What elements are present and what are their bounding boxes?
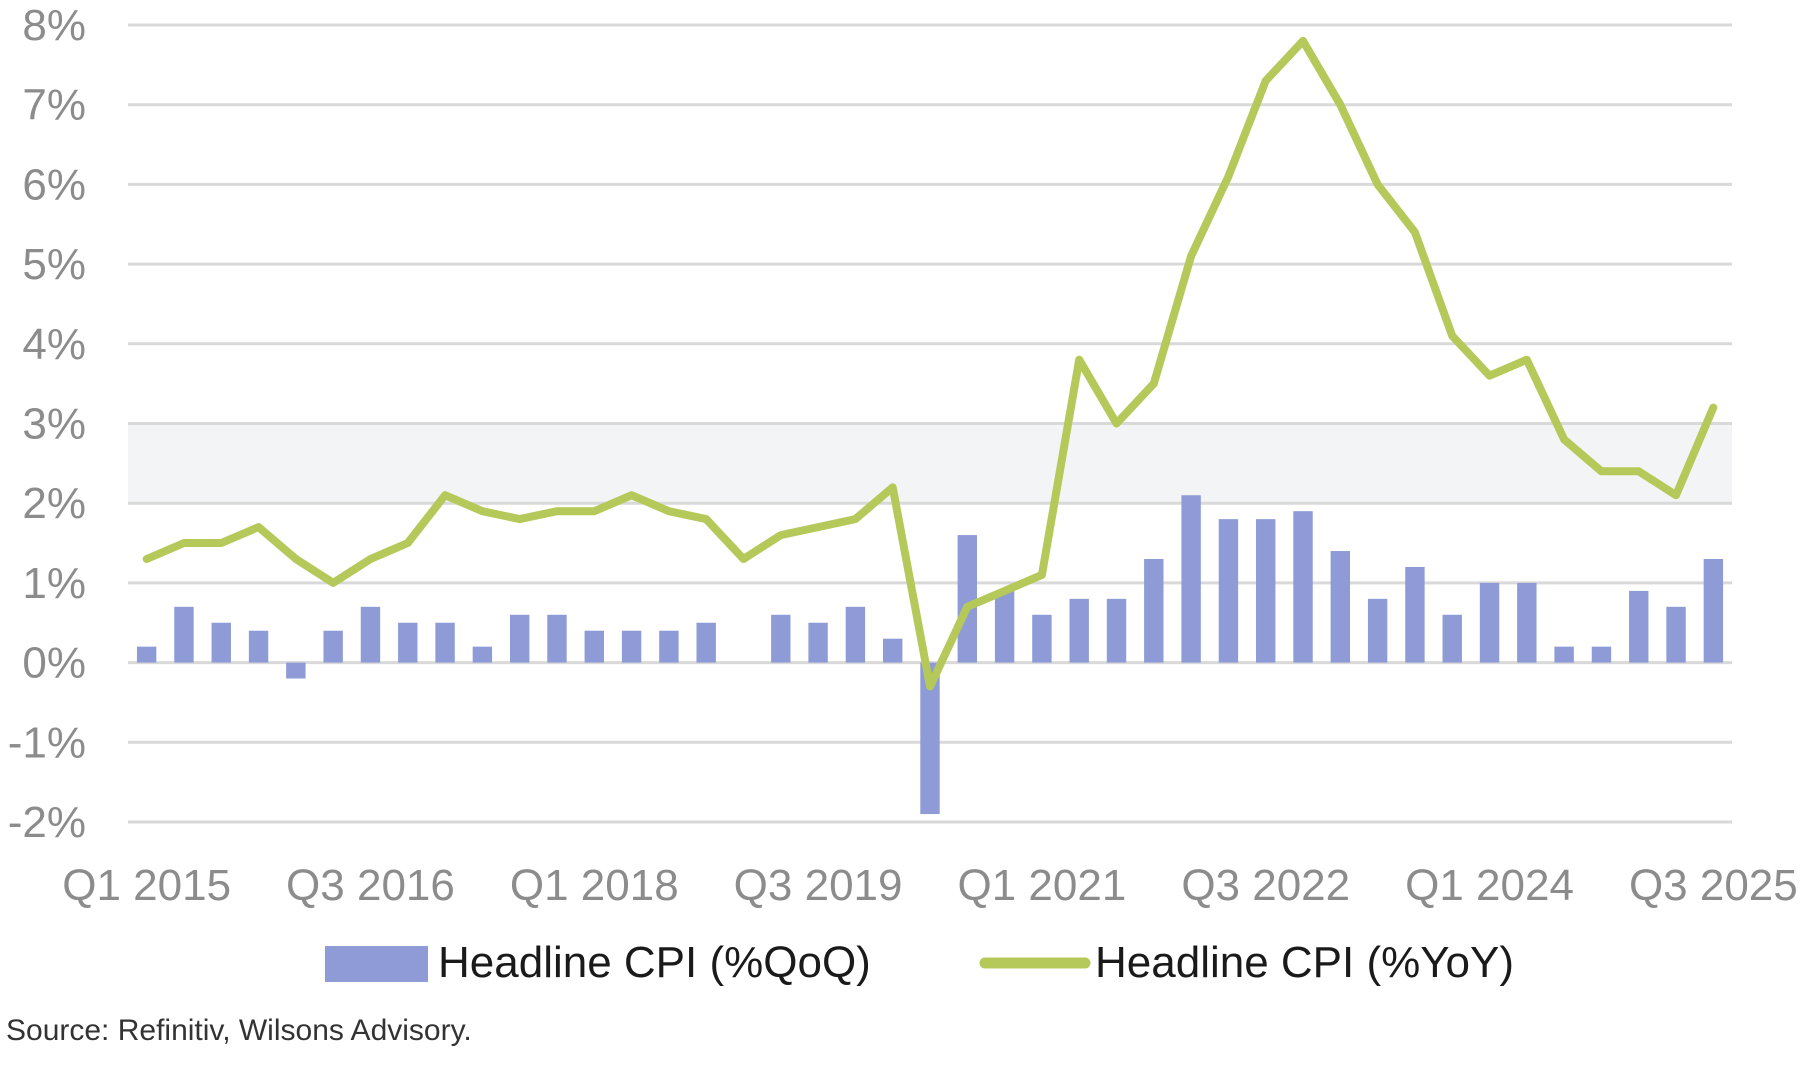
x-tick-label: Q3 2019 [734, 861, 903, 910]
gridlines [128, 23, 1732, 824]
y-tick-label: 0% [22, 639, 86, 688]
qoq-bar [472, 646, 493, 663]
y-tick-label: 1% [22, 559, 86, 608]
qoq-bar [621, 630, 642, 663]
qoq-bar [1554, 646, 1574, 663]
qoq-bar [1293, 511, 1313, 663]
qoq-bar [547, 614, 567, 663]
x-tick-label: Q1 2021 [958, 861, 1127, 910]
y-tick-label: 2% [22, 479, 86, 528]
x-tick-label: Q3 2016 [286, 861, 455, 910]
target-band-layer [128, 423, 1732, 504]
qoq-bar [211, 622, 231, 663]
qoq-bar [1479, 582, 1500, 663]
legend-qoq-swatch [325, 946, 428, 982]
qoq-bar [174, 606, 194, 663]
y-tick-label: 8% [22, 1, 86, 50]
qoq-bar [994, 590, 1015, 663]
qoq-bar [1144, 558, 1164, 663]
qoq-bar [584, 630, 604, 663]
qoq-bar [1256, 519, 1276, 663]
qoq-bar [323, 630, 343, 663]
qoq-bar [1181, 495, 1201, 663]
qoq-bar [1666, 606, 1686, 663]
qoq-bar [808, 622, 828, 663]
qoq-bars [136, 495, 1724, 815]
qoq-bar [1106, 598, 1127, 663]
qoq-bar [1069, 598, 1089, 663]
qoq-bar [1517, 582, 1537, 663]
qoq-bar [1405, 566, 1425, 663]
y-tick-label: 5% [22, 240, 86, 289]
y-tick-label: 6% [22, 160, 86, 209]
qoq-bar [1629, 590, 1649, 663]
qoq-bar [398, 622, 418, 663]
source-note: Source: Refinitiv, Wilsons Advisory. [6, 1014, 472, 1047]
qoq-bar [1367, 598, 1388, 663]
x-tick-label: Q1 2024 [1405, 861, 1574, 910]
legend: Headline CPI (%QoQ) Headline CPI (%YoY) [325, 938, 1514, 987]
y-tick-label: -2% [8, 798, 86, 847]
qoq-bar [1032, 614, 1052, 663]
x-tick-label: Q3 2025 [1629, 861, 1798, 910]
qoq-bar [882, 638, 903, 663]
qoq-bar [1330, 551, 1351, 663]
qoq-bar [286, 662, 306, 679]
y-tick-label: 4% [22, 320, 86, 369]
y-tick-label: 3% [22, 400, 86, 449]
qoq-bar [845, 606, 866, 663]
qoq-bar [696, 622, 716, 663]
qoq-bar [920, 662, 940, 815]
qoq-bar [1591, 646, 1612, 663]
qoq-bar [435, 622, 455, 663]
qoq-bar [771, 614, 791, 663]
qoq-bar [360, 606, 381, 663]
legend-qoq-label: Headline CPI (%QoQ) [438, 938, 871, 987]
y-axis-tick-labels: -2% -1% 0% 1% 2% 3% 4% 5% 6% 7% 8% [8, 1, 86, 847]
y-tick-label: -1% [8, 718, 86, 767]
x-axis-tick-labels: Q1 2015 Q3 2016 Q1 2018 Q3 2019 Q1 2021 Q3 20… [62, 861, 1798, 910]
qoq-bar [957, 535, 978, 663]
yoy-line-layer [142, 36, 1718, 691]
qoq-bar [248, 630, 269, 663]
qoq-bar [659, 630, 679, 663]
x-tick-label: Q1 2015 [62, 861, 231, 910]
y-tick-label: 7% [22, 81, 86, 130]
x-tick-label: Q3 2022 [1181, 861, 1350, 910]
legend-yoy-label: Headline CPI (%YoY) [1095, 938, 1514, 987]
x-tick-label: Q1 2018 [510, 861, 679, 910]
qoq-bar [509, 614, 530, 663]
target-band [128, 423, 1732, 504]
qoq-bar [136, 646, 157, 663]
qoq-bar [1442, 614, 1462, 663]
yoy-line [142, 36, 1718, 691]
qoq-bar [1703, 558, 1724, 663]
qoq-bar [1218, 519, 1239, 663]
